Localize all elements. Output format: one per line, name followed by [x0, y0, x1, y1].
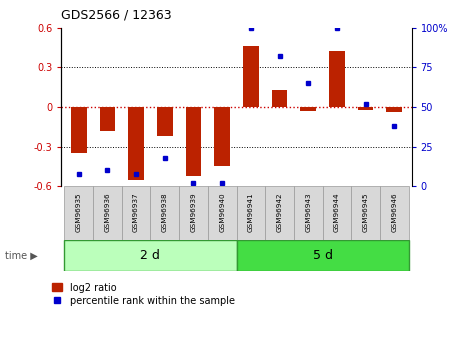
Text: GSM96945: GSM96945	[363, 192, 368, 232]
Bar	[265, 186, 294, 240]
Text: GSM96936: GSM96936	[105, 192, 110, 232]
Bar	[300, 107, 316, 111]
Text: GSM96942: GSM96942	[277, 192, 282, 232]
Bar	[236, 240, 409, 271]
Bar	[93, 186, 122, 240]
Text: GSM96938: GSM96938	[162, 192, 168, 232]
Text: GSM96946: GSM96946	[391, 192, 397, 232]
Bar	[358, 107, 374, 110]
Text: GSM96943: GSM96943	[305, 192, 311, 232]
Text: GSM96944: GSM96944	[334, 192, 340, 232]
Bar	[386, 107, 402, 112]
Bar	[380, 186, 409, 240]
Bar	[150, 186, 179, 240]
Text: GSM96937: GSM96937	[133, 192, 139, 232]
Text: GSM96935: GSM96935	[76, 192, 82, 232]
Text: GSM96940: GSM96940	[219, 192, 225, 232]
Bar	[323, 186, 351, 240]
Text: 2 d: 2 d	[140, 249, 160, 262]
Bar	[294, 186, 323, 240]
Bar	[185, 107, 201, 176]
Bar	[128, 107, 144, 180]
Bar	[179, 186, 208, 240]
Bar	[272, 90, 288, 107]
Bar	[122, 186, 150, 240]
Text: GSM96939: GSM96939	[191, 192, 196, 232]
Bar	[329, 51, 345, 107]
Bar	[64, 240, 236, 271]
Bar	[351, 186, 380, 240]
Text: time ▶: time ▶	[5, 250, 37, 260]
Text: GDS2566 / 12363: GDS2566 / 12363	[61, 9, 172, 22]
Bar	[208, 186, 236, 240]
Bar	[236, 186, 265, 240]
Bar	[157, 107, 173, 136]
Bar	[99, 107, 115, 131]
Text: 5 d: 5 d	[313, 249, 333, 262]
Bar	[64, 186, 93, 240]
Text: GSM96941: GSM96941	[248, 192, 254, 232]
Bar	[71, 107, 87, 153]
Bar	[214, 107, 230, 167]
Legend: log2 ratio, percentile rank within the sample: log2 ratio, percentile rank within the s…	[52, 283, 235, 306]
Bar	[243, 46, 259, 107]
